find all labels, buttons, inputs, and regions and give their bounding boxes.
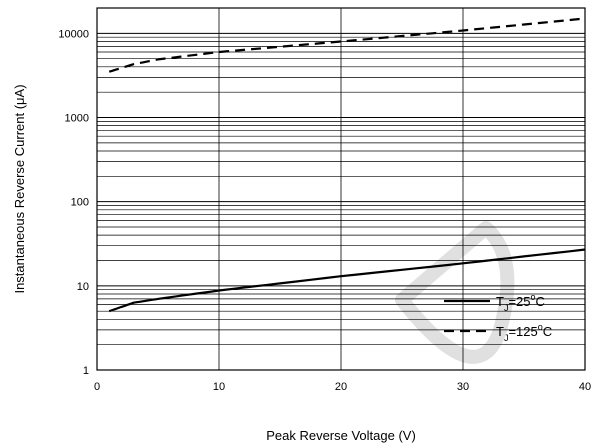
tick-labels: 0 10 20 30 40 1 10 100 1000 10000	[58, 28, 591, 393]
series-line-25c	[108, 248, 586, 313]
x-tick-label: 20	[335, 381, 347, 393]
x-tick-label: 40	[579, 381, 591, 393]
plot-frame	[96, 7, 586, 371]
y-tick-label: 1	[83, 365, 89, 377]
x-tick-label: 0	[94, 381, 100, 393]
y-tick-label: 10000	[58, 28, 89, 40]
y-tick-label: 10	[77, 281, 89, 293]
series-layer	[108, 17, 586, 313]
x-tick-label: 30	[457, 381, 469, 393]
watermark-lettering	[395, 221, 515, 364]
legend: TJ=25oC TJ=125oC	[444, 292, 552, 343]
y-tick-label: 1000	[65, 113, 89, 125]
grid	[97, 8, 585, 370]
series-line-125c	[108, 17, 586, 73]
y-axis-label: Instantaneous Reverse Current (μA)	[12, 84, 27, 293]
x-axis-label: Peak Reverse Voltage (V)	[266, 428, 416, 443]
legend-label: TJ=25oC	[496, 292, 545, 313]
x-tick-label: 10	[213, 381, 225, 393]
y-tick-label: 100	[71, 197, 89, 209]
legend-label: TJ=125oC	[496, 322, 552, 343]
